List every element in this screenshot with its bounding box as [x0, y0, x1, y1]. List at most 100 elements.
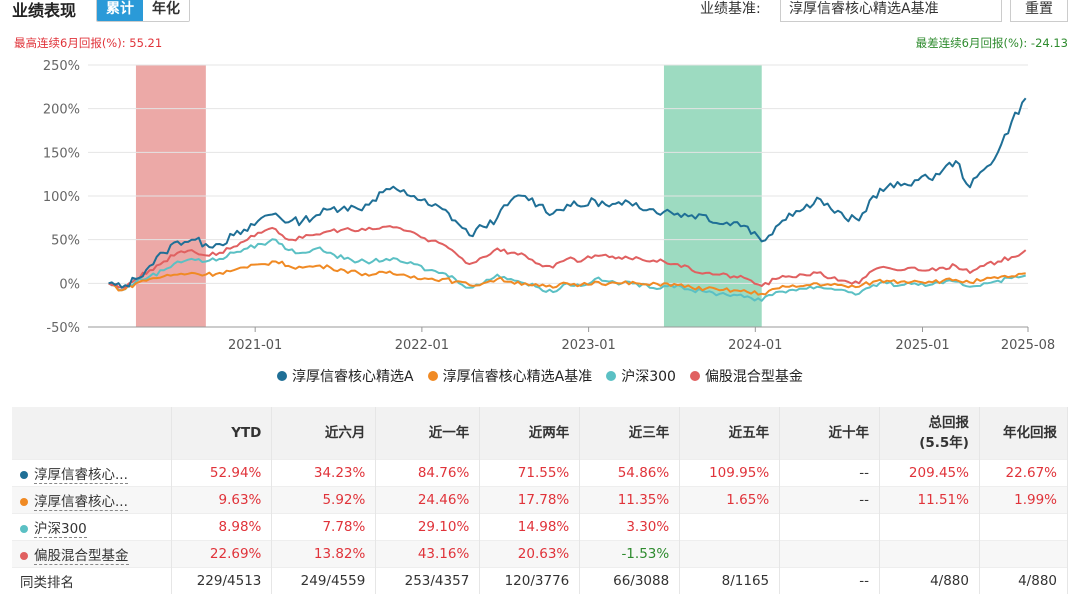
- header-cell: YTD: [171, 407, 273, 459]
- value-cell: 1.65%: [679, 485, 781, 513]
- value-cell: --: [779, 485, 881, 513]
- row-name: 同类排名: [20, 574, 74, 591]
- x-tick-label: 2024-01: [728, 338, 782, 353]
- legend-dot: [689, 371, 700, 381]
- header-cell: 近五年: [679, 407, 781, 459]
- legend-label: 淳厚信睿核心精选A基准: [442, 369, 593, 385]
- value-cell: 84.76%: [375, 458, 481, 486]
- benchmark-select[interactable]: 淳厚信睿核心精选A基准: [780, 0, 1002, 22]
- row-name-cell: 沪深300: [12, 512, 173, 540]
- value-cell: 43.16%: [375, 539, 481, 567]
- value-cell: 1.99%: [979, 485, 1069, 513]
- value-cell: 24.46%: [375, 485, 481, 513]
- y-tick-label: 150%: [43, 146, 80, 161]
- legend-item-benchmark[interactable]: 淳厚信睿核心精选A基准: [427, 366, 593, 386]
- performance-chart[interactable]: 250% 200% 150% 100% 50% 0% -50% 2021-01 2022-01 2…: [0, 55, 1080, 360]
- series-dot: [20, 470, 28, 479]
- value-cell: 229/4513: [171, 566, 273, 594]
- chart-legend: 淳厚信睿核心精选A 淳厚信睿核心精选A基准 沪深300 偏股混合型基金: [0, 366, 1080, 386]
- value-cell: 4/880: [979, 566, 1069, 594]
- value-cell: [679, 512, 781, 540]
- header-cell-name: [12, 407, 173, 459]
- value-cell: 71.55%: [479, 458, 581, 486]
- value-cell: 5.92%: [271, 485, 377, 513]
- legend-label: 淳厚信睿核心精选A: [292, 369, 414, 385]
- series-dot: [20, 497, 28, 506]
- max-return-caption: 最高连续6月回报(%):: [14, 36, 126, 50]
- value-cell: 209.45%: [879, 458, 980, 486]
- value-cell: --: [779, 566, 881, 594]
- row-name-cell: 同类排名: [12, 566, 173, 594]
- legend-item-fund[interactable]: 淳厚信睿核心精选A: [277, 366, 414, 386]
- value-cell: 8/1165: [679, 566, 781, 594]
- value-cell: 3.30%: [579, 512, 681, 540]
- series-line-3: [108, 225, 1027, 289]
- legend-label: 沪深300: [621, 369, 676, 385]
- row-name[interactable]: 淳厚信睿核心...: [34, 493, 128, 511]
- value-cell: 20.63%: [479, 539, 581, 567]
- returns-table: YTD 近六月 近一年 近两年 近三年 近五年 近十年 总回报 (5.5年) 年化…: [12, 407, 1069, 594]
- legend-dot: [427, 371, 438, 381]
- value-cell: 22.69%: [171, 539, 273, 567]
- view-toggle: 累计 年化: [96, 0, 190, 22]
- row-name-cell: 淳厚信睿核心...: [12, 458, 173, 486]
- section-title: 业绩表现: [12, 1, 77, 20]
- table-row[interactable]: 偏股混合型基金 22.69% 13.82% 43.16% 20.63% -1.53%: [12, 539, 1069, 567]
- value-cell: 249/4559: [271, 566, 377, 594]
- y-tick-label: 250%: [43, 59, 80, 74]
- y-tick-label: -50%: [46, 321, 80, 336]
- legend-label: 偏股混合型基金: [704, 369, 803, 385]
- value-cell: 22.67%: [979, 458, 1069, 486]
- x-tick-label: 2025-01: [895, 338, 949, 353]
- table-row[interactable]: 淳厚信睿核心... 52.94% 34.23% 84.76% 71.55% 54.86% 1…: [12, 458, 1069, 486]
- value-cell: 4/880: [879, 566, 980, 594]
- value-cell: 11.35%: [579, 485, 681, 513]
- max-return-value: 55.21: [129, 36, 163, 50]
- table-row[interactable]: 淳厚信睿核心... 9.63% 5.92% 24.46% 17.78% 11.35% 1.6…: [12, 485, 1069, 513]
- reset-button[interactable]: 重置: [1010, 0, 1068, 22]
- value-cell: [679, 539, 781, 567]
- benchmark-label: 业绩基准:: [700, 1, 761, 17]
- x-tick-label: 2022-01: [395, 338, 449, 353]
- value-cell: 253/4357: [375, 566, 481, 594]
- value-cell: 66/3088: [579, 566, 681, 594]
- value-cell: 109.95%: [679, 458, 781, 486]
- value-cell: 29.10%: [375, 512, 481, 540]
- x-tick-label: 2025-08: [1001, 338, 1055, 353]
- value-cell: [779, 539, 881, 567]
- row-name[interactable]: 沪深300: [34, 520, 87, 538]
- x-tick-label: 2021-01: [228, 338, 282, 353]
- legend-dot: [606, 371, 617, 381]
- legend-item-category[interactable]: 偏股混合型基金: [689, 366, 803, 386]
- series-line-1: [108, 260, 1026, 296]
- tab-cumulative[interactable]: 累计: [97, 0, 143, 21]
- value-cell: [979, 512, 1069, 540]
- value-cell: 9.63%: [171, 485, 273, 513]
- value-cell: [779, 512, 881, 540]
- header-total-line1: 总回报: [928, 414, 969, 431]
- header-bar: 业绩表现 累计 年化 业绩基准: 淳厚信睿核心精选A基准 重置: [0, 0, 1080, 24]
- value-cell: [979, 539, 1069, 567]
- header-cell: 近一年: [375, 407, 481, 459]
- tab-annualized[interactable]: 年化: [143, 0, 189, 21]
- series-line-2: [108, 238, 1026, 302]
- table-header-row: YTD 近六月 近一年 近两年 近三年 近五年 近十年 总回报 (5.5年) 年化…: [12, 407, 1069, 459]
- header-cell-total: 总回报 (5.5年): [879, 407, 980, 459]
- value-cell: [879, 539, 980, 567]
- value-cell: 52.94%: [171, 458, 273, 486]
- row-name[interactable]: 偏股混合型基金: [34, 547, 129, 565]
- header-cell: 近六月: [271, 407, 377, 459]
- value-cell: 8.98%: [171, 512, 273, 540]
- table-row[interactable]: 同类排名 229/4513 249/4559 253/4357 120/3776 66/3…: [12, 566, 1069, 594]
- header-cell: 近十年: [779, 407, 881, 459]
- table-row[interactable]: 沪深300 8.98% 7.78% 29.10% 14.98% 3.30%: [12, 512, 1069, 540]
- legend-item-csi300[interactable]: 沪深300: [606, 366, 676, 386]
- legend-dot: [277, 371, 288, 381]
- value-cell: 11.51%: [879, 485, 980, 513]
- row-name[interactable]: 淳厚信睿核心...: [34, 466, 128, 484]
- row-name-cell: 偏股混合型基金: [12, 539, 173, 567]
- value-cell: 7.78%: [271, 512, 377, 540]
- y-tick-label: 100%: [43, 190, 80, 205]
- value-cell: 13.82%: [271, 539, 377, 567]
- value-cell: 54.86%: [579, 458, 681, 486]
